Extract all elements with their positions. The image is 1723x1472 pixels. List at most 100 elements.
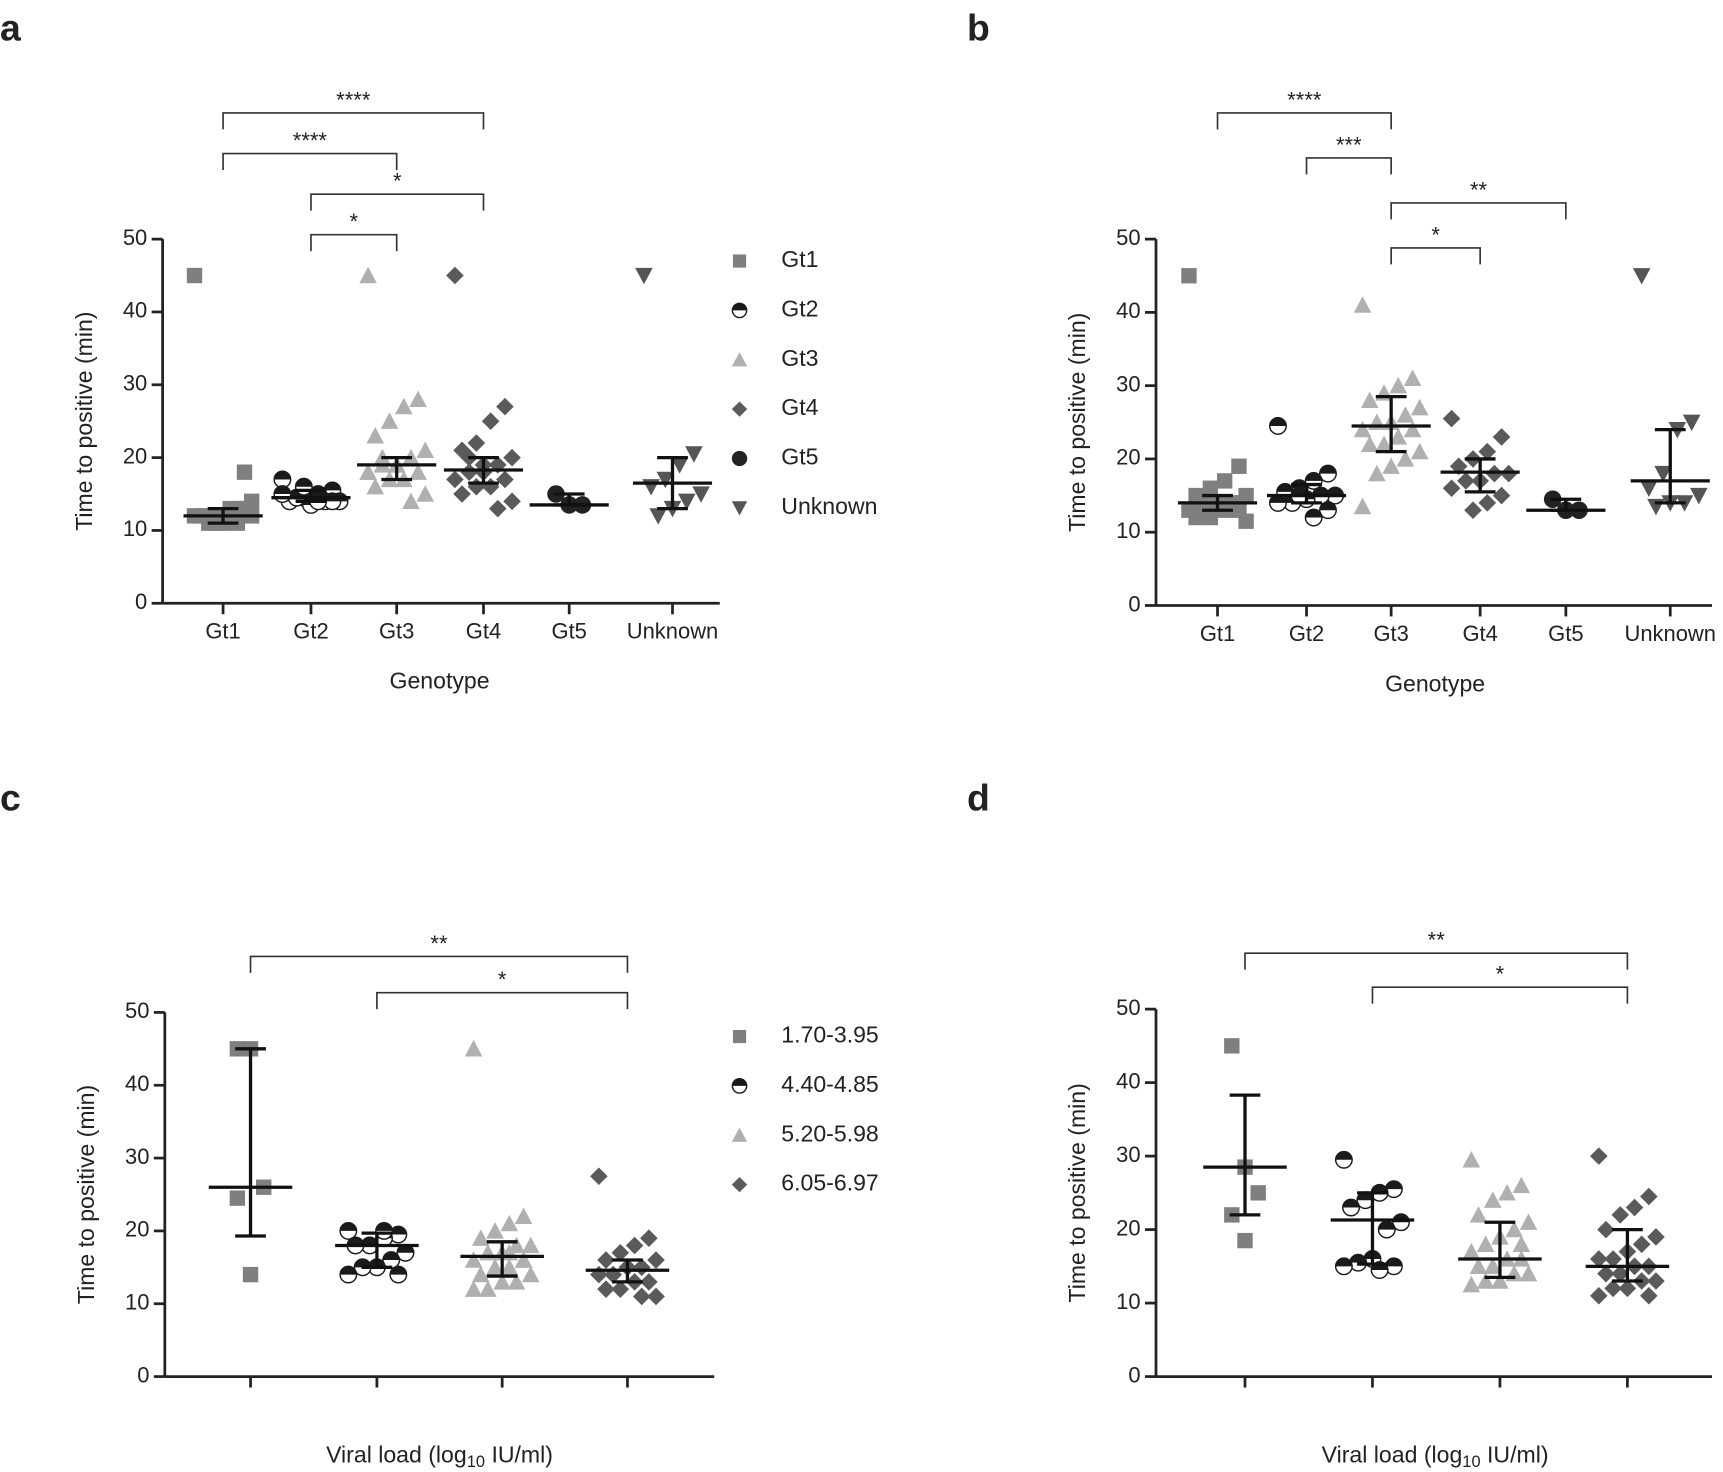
marker-triangle	[409, 463, 427, 480]
marker-half-circle	[1384, 1180, 1403, 1199]
marker-triangle	[1469, 1257, 1488, 1275]
marker-triangle	[514, 1251, 533, 1268]
marker-diamond	[1640, 1187, 1658, 1206]
y-tick-label: 20	[1116, 1215, 1140, 1240]
marker-diamond	[647, 1251, 665, 1269]
marker-triangle	[1353, 296, 1372, 313]
marker-triangle	[514, 1207, 533, 1225]
marker-half-circle-top	[382, 1251, 400, 1261]
significance-bracket	[1390, 202, 1567, 220]
marker-triangle	[1353, 420, 1372, 438]
marker-half-circle	[1384, 1257, 1403, 1276]
marker-half-circle	[1319, 464, 1337, 483]
marker-half-circle	[1377, 1220, 1396, 1239]
marker-half-circle-top	[340, 1222, 357, 1231]
marker-triangle	[1505, 1220, 1524, 1238]
x-tick-label: Gt2	[293, 619, 328, 644]
significance-label: *	[498, 967, 507, 992]
marker-half-circle-top	[274, 485, 291, 495]
marker-half-circle-top	[732, 1078, 747, 1086]
x-axis-label: Viral load (log10 IU/ml)	[1322, 1442, 1549, 1472]
marker-triangle	[1375, 435, 1393, 452]
x-tick-label: Gt1	[205, 619, 240, 644]
marker-square	[243, 493, 260, 509]
y-tick-label: 40	[123, 298, 147, 323]
marker-half-circle	[1304, 508, 1323, 527]
marker-triangle	[731, 352, 748, 367]
y-tick-label: 30	[125, 1144, 149, 1169]
y-tick-label: 50	[123, 225, 147, 250]
marker-diamond	[1442, 479, 1461, 498]
marker-triangle	[1403, 420, 1422, 438]
significance-bracket	[1390, 247, 1481, 265]
x-tick-label: Gt4	[1462, 621, 1497, 646]
legend-label: Gt4	[781, 394, 818, 420]
significance-bracket	[310, 233, 398, 252]
marker-triangle	[1410, 442, 1429, 460]
marker-diamond	[503, 492, 521, 511]
marker-triangle	[1476, 1272, 1495, 1289]
x-tick-label: Gt3	[379, 619, 414, 644]
y-tick-label: 30	[123, 371, 147, 396]
significance-bracket	[1371, 986, 1629, 1004]
marker-half-circle-top	[1312, 487, 1330, 496]
y-tick-label: 50	[125, 998, 149, 1023]
marker-triangle	[409, 390, 427, 408]
marker-triangle	[1389, 376, 1408, 394]
marker-triangle	[1368, 464, 1386, 482]
marker-triangle	[395, 397, 413, 415]
marker-half-circle-top	[274, 471, 291, 480]
x-tick-label: Gt3	[1373, 621, 1408, 646]
x-tick-label: Gt1	[1200, 621, 1235, 646]
marker-square	[732, 1029, 747, 1044]
significance-label: ****	[293, 128, 328, 153]
y-tick-label: 20	[123, 443, 147, 468]
marker-triangle	[486, 1222, 504, 1239]
legend-label: Gt2	[781, 296, 818, 322]
marker-diamond	[1611, 1206, 1630, 1224]
marker-diamond	[453, 485, 471, 503]
marker-triangle	[1462, 1275, 1481, 1293]
marker-square	[1188, 509, 1204, 526]
significance-bracket	[1305, 157, 1392, 175]
marker-triangle	[1512, 1235, 1531, 1252]
marker-half-circle-top	[1326, 487, 1344, 496]
legend-label: 5.20-5.98	[781, 1120, 878, 1146]
marker-triangle	[1396, 406, 1415, 423]
significance-label: **	[430, 931, 448, 956]
significance-bracket	[310, 193, 485, 211]
marker-diamond	[446, 470, 464, 489]
marker-triangle	[1498, 1184, 1516, 1201]
marker-triangle	[500, 1214, 519, 1232]
significance-bracket	[376, 991, 629, 1010]
marker-half-circle	[731, 302, 748, 319]
marker-diamond	[731, 1176, 748, 1193]
significance-label: ***	[1336, 132, 1362, 157]
marker-triangle	[464, 1280, 483, 1297]
x-axis-label-subscript: 10	[1462, 1454, 1480, 1472]
marker-triangle	[1512, 1176, 1531, 1194]
significance-bracket	[1244, 952, 1629, 970]
marker-triangle	[416, 485, 435, 502]
marker-diamond	[647, 1287, 665, 1306]
marker-half-circle	[339, 1221, 358, 1240]
panel-label: c	[0, 777, 21, 819]
marker-half-circle-top	[361, 1237, 379, 1246]
y-tick-label: 50	[1116, 995, 1140, 1020]
marker-square	[1250, 1185, 1266, 1201]
marker-half-circle-top	[1385, 1180, 1403, 1190]
marker-half-circle-top	[390, 1266, 407, 1275]
marker-half-circle	[1342, 1198, 1360, 1217]
significance-label: *	[393, 169, 402, 194]
marker-half-circle-top	[1385, 1258, 1403, 1267]
marker-triangle	[380, 412, 399, 429]
marker-triangle	[1476, 1235, 1495, 1252]
marker-half-circle-top	[1349, 1254, 1367, 1263]
marker-half-circle-top	[1335, 1258, 1353, 1267]
marker-triangle	[479, 1280, 497, 1297]
marker-diamond	[1590, 1286, 1608, 1305]
significance-label: *	[1431, 222, 1440, 247]
y-tick-label: 20	[125, 1217, 149, 1242]
marker-diamond	[481, 412, 500, 430]
marker-half-circle	[1334, 1150, 1353, 1169]
